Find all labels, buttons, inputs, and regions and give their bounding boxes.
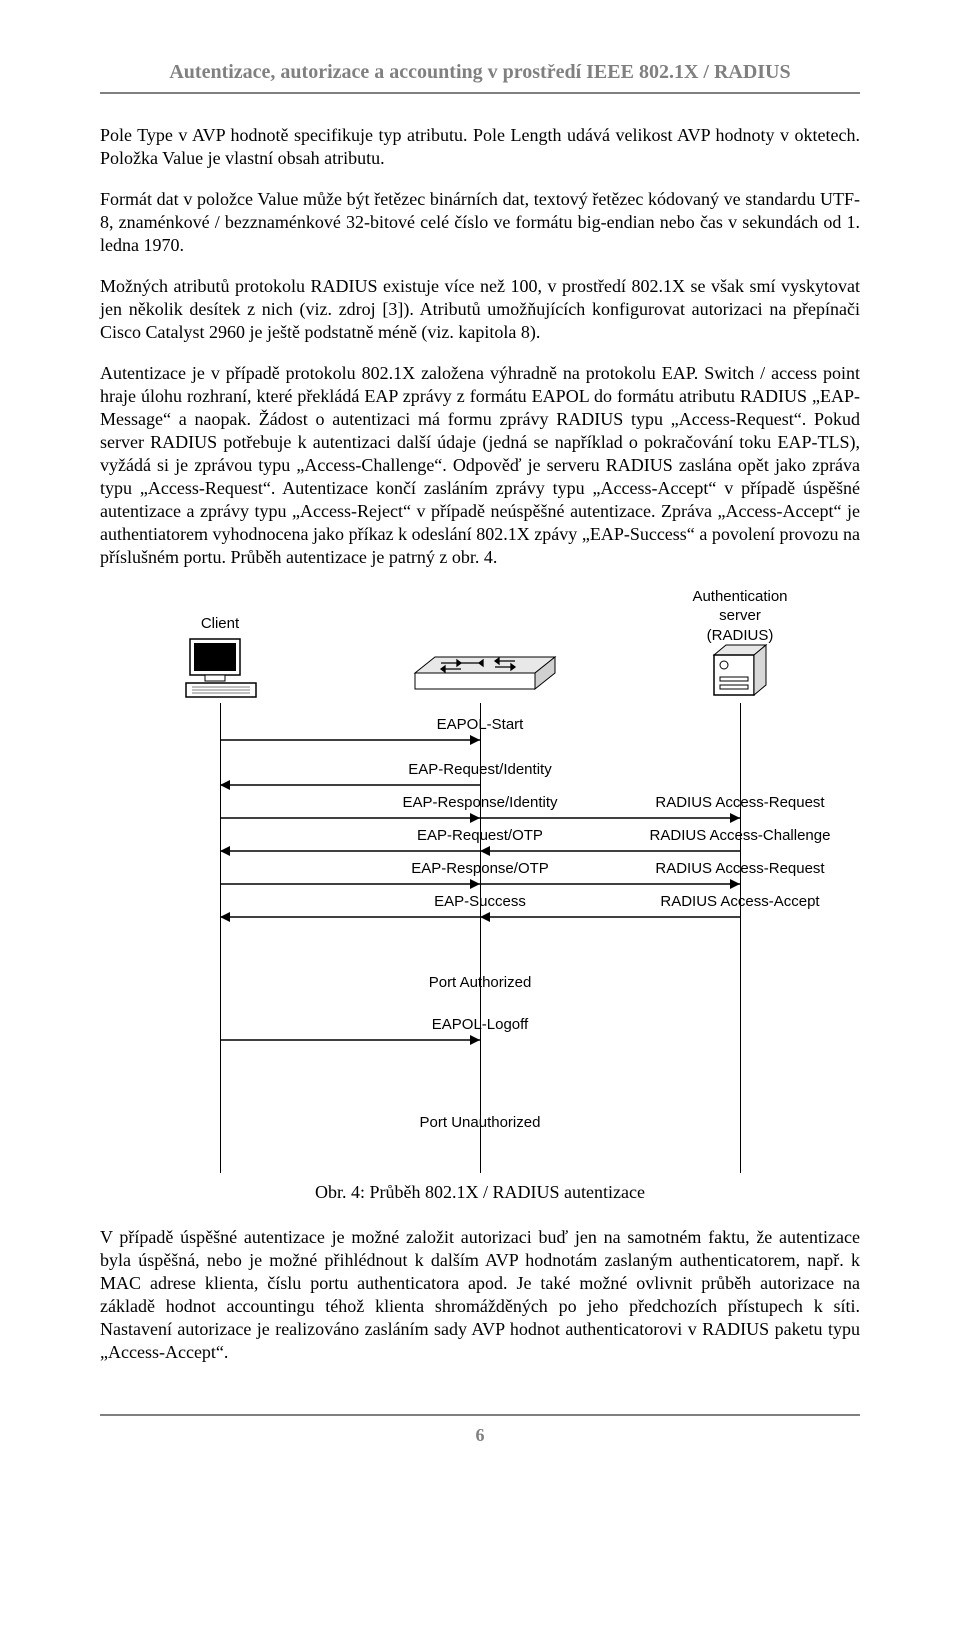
message-label: RADIUS Access-Request	[610, 793, 870, 812]
message-label: RADIUS Access-Request	[610, 859, 870, 878]
lifelines: EAPOL-StartEAP-Request/IdentityEAP-Respo…	[140, 703, 820, 1173]
server-label-line3: (RADIUS)	[707, 627, 774, 644]
message-arrow: EAP-Success	[220, 910, 480, 938]
paragraph-4: Autentizace je v případě protokolu 802.1…	[100, 362, 860, 569]
message-label: RADIUS Access-Accept	[610, 892, 870, 911]
server-device: Authentication server (RADIUS)	[660, 607, 820, 703]
computer-icon	[180, 633, 260, 703]
lifeline-client	[220, 703, 221, 1173]
switch-device	[380, 643, 580, 703]
switch-icon	[395, 643, 565, 703]
message-label: EAP-Success	[350, 892, 610, 911]
paragraph-1: Pole Type v AVP hodnotě specifikuje typ …	[100, 124, 860, 170]
client-label: Client	[201, 614, 239, 633]
message-label: RADIUS Access-Challenge	[610, 826, 870, 845]
page-footer: 6	[100, 1424, 860, 1447]
message-label: EAPOL-Logoff	[350, 1015, 610, 1034]
message-label: EAP-Response/Identity	[350, 793, 610, 812]
message-label: EAP-Request/OTP	[350, 826, 610, 845]
running-header: Autentizace, autorizace a accounting v p…	[100, 60, 860, 94]
page-number: 6	[476, 1425, 485, 1445]
figure-4: Client	[100, 593, 860, 1173]
server-label-line2: server	[719, 607, 761, 624]
paragraph-3: Možných atributů protokolu RADIUS existu…	[100, 275, 860, 344]
message-arrow: EAPOL-Start	[220, 733, 480, 761]
client-device: Client	[140, 614, 300, 703]
paragraph-5: V případě úspěšné autentizace je možné z…	[100, 1226, 860, 1364]
figure-caption: Obr. 4: Průběh 802.1X / RADIUS autentiza…	[100, 1181, 860, 1204]
message-arrow: RADIUS Access-Accept	[480, 910, 740, 938]
message-label: EAP-Response/OTP	[350, 859, 610, 878]
paragraph-2: Formát dat v položce Value může být řetě…	[100, 188, 860, 257]
server-label: Authentication server (RADIUS)	[660, 587, 820, 645]
device-row: Client	[140, 593, 820, 703]
message-label: EAP-Request/Identity	[350, 760, 610, 779]
server-icon	[700, 643, 780, 703]
sequence-diagram: Client	[140, 593, 820, 1173]
server-label-line1: Authentication	[692, 588, 787, 605]
lifeline-server	[740, 703, 741, 1173]
message-arrow: EAPOL-Logoff	[220, 1033, 480, 1061]
message-label: EAPOL-Start	[350, 715, 610, 734]
state-label: Port Authorized	[140, 973, 820, 992]
state-label: Port Unauthorized	[140, 1113, 820, 1132]
